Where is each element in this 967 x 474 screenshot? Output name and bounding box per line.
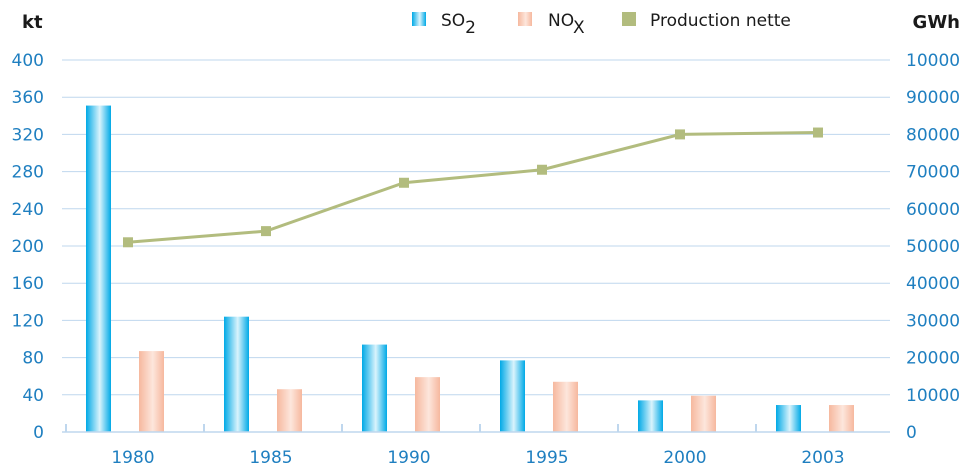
y-right-tick-label: 10000 xyxy=(906,51,960,71)
y-right-tick-label: 90000 xyxy=(906,88,960,108)
bar-nox-2003 xyxy=(829,405,854,432)
y-right-tick-label: 50000 xyxy=(906,237,960,257)
point-production-1980 xyxy=(123,237,133,248)
bars xyxy=(86,105,854,432)
y-left-tick-label: 80 xyxy=(22,349,44,369)
bar-nox-1985 xyxy=(277,389,302,432)
legend-swatch-nox xyxy=(518,12,532,26)
point-production-1995 xyxy=(537,164,547,175)
y-left-tick-label: 280 xyxy=(12,163,44,183)
y-right-tick-label: 80000 xyxy=(906,125,960,145)
bar-nox-1980 xyxy=(139,351,164,432)
legend-label-so2: SO2 xyxy=(441,11,476,38)
y-left-tick-label: 160 xyxy=(12,274,44,294)
legend-swatch-so2 xyxy=(412,12,426,26)
y-right-tick-label: 20000 xyxy=(906,349,960,369)
bar-so2-2003 xyxy=(776,405,801,432)
y-right-tick-label: 0 xyxy=(906,423,917,443)
bar-so2-2000 xyxy=(638,400,663,432)
point-production-2003 xyxy=(813,127,823,138)
y-left-tick-label: 0 xyxy=(33,423,44,443)
bar-nox-1990 xyxy=(415,377,440,432)
bar-nox-2000 xyxy=(691,395,716,432)
y-left-tick-label: 320 xyxy=(12,125,44,145)
y-right-tick-label: 10000 xyxy=(906,386,960,406)
y-left-tick-label: 360 xyxy=(12,88,44,108)
legend: SO2 NOX Production nette xyxy=(412,11,791,38)
y-left-tick-label: 200 xyxy=(12,237,44,257)
y-left-axis-label: kt xyxy=(22,12,43,33)
line-series xyxy=(123,127,823,248)
x-tick-label: 2003 xyxy=(801,448,844,468)
bar-so2-1980 xyxy=(86,105,111,432)
x-tick-label: 1990 xyxy=(387,448,430,468)
bar-so2-1985 xyxy=(224,316,249,432)
y-right-tick-label: 60000 xyxy=(906,200,960,220)
x-tick-label: 1980 xyxy=(111,448,154,468)
y-left-tick-label: 40 xyxy=(22,386,44,406)
legend-label-production: Production nette xyxy=(650,11,791,31)
x-tick-label: 1985 xyxy=(249,448,292,468)
y-right-tick-label: 40000 xyxy=(906,274,960,294)
grid xyxy=(62,59,890,396)
x-tick-label: 1995 xyxy=(525,448,568,468)
line-production-nette xyxy=(127,131,819,244)
bar-so2-1990 xyxy=(362,344,387,432)
y-right-tick-label: 70000 xyxy=(906,163,960,183)
legend-label-nox: NOX xyxy=(548,11,585,38)
point-production-1985 xyxy=(261,226,271,237)
bar-so2-1995 xyxy=(500,360,525,432)
y-right-tick-label: 30000 xyxy=(906,311,960,331)
y-left-tick-label: 400 xyxy=(12,51,44,71)
y-right-axis-label: GWh xyxy=(913,12,960,33)
bar-nox-1995 xyxy=(553,381,578,432)
x-tick-label: 2000 xyxy=(663,448,706,468)
point-production-1990 xyxy=(399,177,409,188)
y-left-tick-label: 240 xyxy=(12,200,44,220)
axes: 0 40 80 120 160 200 240 280 320 360 400 0 10000 20000… xyxy=(12,12,961,468)
point-production-2000 xyxy=(675,129,685,140)
y-left-tick-label: 120 xyxy=(12,311,44,331)
legend-swatch-production xyxy=(622,12,636,26)
